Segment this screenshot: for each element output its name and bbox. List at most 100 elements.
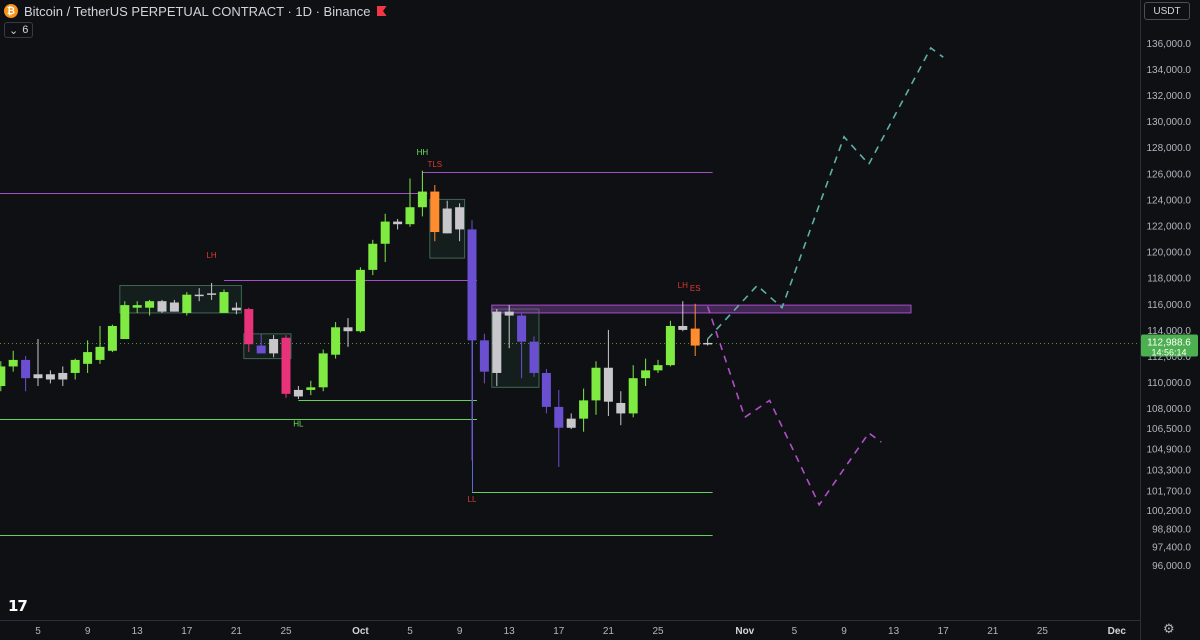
- candle-body: [120, 305, 130, 340]
- candle: [157, 299, 167, 313]
- price-axis: 96,000.0 97,400.0 98,800.0 100,200.0 101,700…: [1147, 39, 1192, 572]
- candle: [355, 267, 365, 333]
- candle-body: [603, 367, 613, 402]
- candle: [492, 309, 502, 387]
- candle-body: [405, 207, 415, 225]
- chart-header[interactable]: ₿ Bitcoin / TetherUS PERPETUAL CONTRACT …: [4, 2, 387, 20]
- candle-body: [244, 309, 254, 345]
- candle: [393, 218, 403, 230]
- candle-body: [417, 191, 427, 208]
- candle: [182, 292, 192, 316]
- time-tick-label: 13: [888, 626, 900, 637]
- structure-label: ES: [690, 284, 701, 293]
- candle: [194, 288, 204, 302]
- candle-body: [467, 229, 477, 341]
- candle-body: [95, 346, 105, 360]
- price-tick-label: 100,200.0: [1147, 506, 1192, 517]
- price-tick-label: 114,000.0: [1147, 326, 1191, 337]
- symbol-title[interactable]: Bitcoin / TetherUS PERPETUAL CONTRACT · …: [24, 3, 371, 19]
- chevron-down-icon: ⌄: [9, 24, 19, 37]
- price-tick-label: 112,000.0: [1147, 352, 1191, 363]
- time-tick-label: Nov: [735, 626, 754, 637]
- candle: [628, 365, 638, 418]
- candle: [430, 185, 440, 242]
- candle-body: [355, 269, 365, 332]
- candle: [703, 339, 713, 346]
- candle: [690, 303, 700, 356]
- candle: [281, 335, 291, 398]
- bitcoin-icon: ₿: [4, 4, 18, 18]
- time-tick-label: 5: [35, 626, 41, 637]
- candle-body: [207, 293, 217, 295]
- current-price-value: 112,988.6: [1147, 338, 1191, 349]
- candle: [132, 301, 142, 313]
- countdown-timer: 14:56:14: [1151, 348, 1186, 358]
- candle: [504, 305, 514, 349]
- time-tick-label: 9: [85, 626, 91, 637]
- candle: [306, 380, 316, 396]
- candle-body: [21, 359, 31, 379]
- gear-icon[interactable]: ⚙: [1163, 622, 1175, 637]
- candle-body: [566, 418, 576, 428]
- candle-body: [504, 311, 514, 316]
- time-tick-label: 5: [407, 626, 413, 637]
- price-tick-label: 120,000.0: [1147, 248, 1192, 259]
- price-tick-label: 130,000.0: [1147, 117, 1192, 128]
- candle-body: [293, 389, 303, 397]
- candle: [269, 335, 279, 358]
- candle-body: [703, 342, 713, 345]
- price-tick-label: 124,000.0: [1147, 195, 1192, 206]
- indicators-toggle[interactable]: ⌄ 6: [4, 22, 34, 38]
- candle-body: [368, 243, 378, 270]
- price-tick-label: 101,700.0: [1147, 486, 1192, 497]
- candle-body: [132, 305, 142, 308]
- current-price-tag: 112,988.614:56:14: [1141, 334, 1198, 358]
- currency-button[interactable]: USDT: [1144, 2, 1190, 20]
- candle-body: [641, 370, 651, 379]
- candle-body: [169, 302, 179, 312]
- candle: [591, 361, 601, 415]
- price-tick-label: 108,000.0: [1147, 404, 1192, 415]
- candle-body: [690, 328, 700, 346]
- candle-body: [182, 294, 192, 313]
- candle-body: [33, 374, 43, 379]
- candle-body: [331, 327, 341, 355]
- candle-body: [442, 208, 452, 234]
- candle-body: [58, 372, 68, 380]
- bearish-forecast-path: [706, 306, 882, 507]
- candle: [120, 301, 130, 340]
- candle-body: [517, 315, 527, 342]
- time-tick-label: Dec: [1108, 626, 1127, 637]
- time-tick-label: 5: [792, 626, 798, 637]
- price-tick-label: 122,000.0: [1147, 222, 1192, 233]
- candle: [83, 340, 93, 373]
- tradingview-logo[interactable]: 17: [8, 597, 28, 615]
- flag-icon[interactable]: [376, 6, 387, 16]
- candle-body: [219, 292, 229, 313]
- candle: [95, 325, 105, 364]
- candle-body: [380, 221, 390, 244]
- price-tick-label: 118,000.0: [1147, 274, 1191, 285]
- candle: [45, 370, 55, 384]
- candle: [0, 361, 6, 392]
- price-tick-label: 110,000.0: [1147, 378, 1191, 389]
- time-tick-label: Oct: [352, 626, 369, 637]
- candle: [368, 239, 378, 276]
- candle: [678, 301, 688, 332]
- time-tick-label: 25: [652, 626, 664, 637]
- candle-body: [678, 325, 688, 330]
- candle: [207, 282, 217, 300]
- candle: [8, 350, 18, 372]
- candle-body: [665, 325, 675, 366]
- candle-body: [281, 337, 291, 394]
- price-tick-label: 96,000.0: [1152, 561, 1191, 572]
- candle: [579, 388, 589, 432]
- candle: [244, 307, 254, 353]
- indicator-count: 6: [22, 24, 29, 36]
- price-tick-label: 104,900.0: [1147, 445, 1192, 456]
- candle: [318, 349, 328, 392]
- time-tick-label: 17: [553, 626, 565, 637]
- candle-body: [554, 406, 564, 428]
- time-tick-label: 21: [603, 626, 615, 637]
